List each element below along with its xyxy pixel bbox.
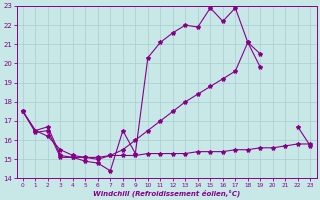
X-axis label: Windchill (Refroidissement éolien,°C): Windchill (Refroidissement éolien,°C)	[93, 189, 240, 197]
